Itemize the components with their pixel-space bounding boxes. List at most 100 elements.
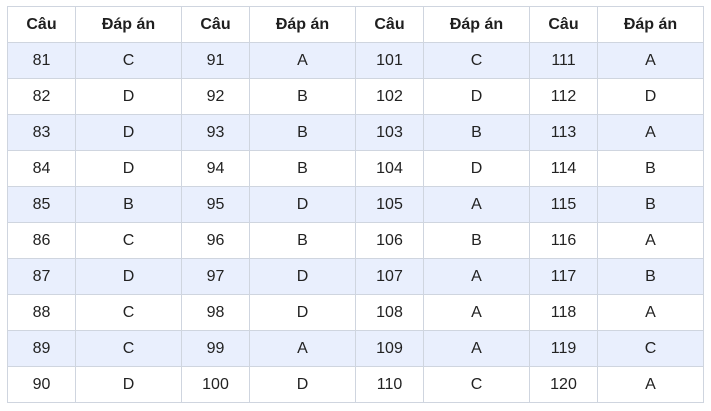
- question-number-cell: 105: [355, 186, 424, 223]
- question-number-cell: 116: [529, 222, 598, 259]
- answer-cell: B: [423, 114, 530, 151]
- table-row: 87 D 97 D 107 A 117 B: [7, 258, 704, 295]
- question-number-cell: 119: [529, 330, 598, 367]
- question-number-cell: 83: [7, 114, 76, 151]
- question-number-cell: 86: [7, 222, 76, 259]
- answer-cell: C: [597, 330, 704, 367]
- answer-cell: A: [423, 186, 530, 223]
- table-header: Câu Đáp án Câu Đáp án Câu Đáp án Câu Đáp án: [7, 6, 704, 43]
- answer-cell: A: [423, 294, 530, 331]
- question-number-cell: 98: [181, 294, 250, 331]
- question-number-cell: 120: [529, 366, 598, 403]
- question-number-cell: 85: [7, 186, 76, 223]
- answer-cell: A: [597, 42, 704, 79]
- question-number-cell: 82: [7, 78, 76, 115]
- answer-cell: C: [75, 222, 182, 259]
- answer-cell: D: [75, 114, 182, 151]
- question-number-cell: 102: [355, 78, 424, 115]
- column-header-question: Câu: [355, 6, 424, 43]
- table-row: 84 D 94 B 104 D 114 B: [7, 150, 704, 187]
- answer-cell: B: [597, 186, 704, 223]
- answer-cell: B: [249, 78, 356, 115]
- answer-cell: D: [249, 258, 356, 295]
- column-header-question: Câu: [529, 6, 598, 43]
- question-number-cell: 108: [355, 294, 424, 331]
- question-number-cell: 101: [355, 42, 424, 79]
- column-header-answer: Đáp án: [249, 6, 356, 43]
- question-number-cell: 106: [355, 222, 424, 259]
- answer-cell: D: [423, 150, 530, 187]
- answer-cell: A: [249, 330, 356, 367]
- table-row: 83 D 93 B 103 B 113 A: [7, 114, 704, 151]
- answer-cell: C: [75, 42, 182, 79]
- table-row: 88 C 98 D 108 A 118 A: [7, 294, 704, 331]
- header-row: Câu Đáp án Câu Đáp án Câu Đáp án Câu Đáp án: [7, 6, 704, 43]
- table-row: 85 B 95 D 105 A 115 B: [7, 186, 704, 223]
- answer-cell: B: [75, 186, 182, 223]
- column-header-question: Câu: [7, 6, 76, 43]
- table-row: 81 C 91 A 101 C 111 A: [7, 42, 704, 79]
- question-number-cell: 117: [529, 258, 598, 295]
- answer-cell: D: [597, 78, 704, 115]
- column-header-question: Câu: [181, 6, 250, 43]
- question-number-cell: 99: [181, 330, 250, 367]
- answer-cell: A: [597, 294, 704, 331]
- question-number-cell: 84: [7, 150, 76, 187]
- answer-cell: A: [423, 258, 530, 295]
- column-header-answer: Đáp án: [597, 6, 704, 43]
- question-number-cell: 95: [181, 186, 250, 223]
- answer-cell: C: [423, 42, 530, 79]
- table-row: 89 C 99 A 109 A 119 C: [7, 330, 704, 367]
- answer-cell: B: [249, 114, 356, 151]
- answer-cell: D: [249, 186, 356, 223]
- question-number-cell: 97: [181, 258, 250, 295]
- answer-cell: A: [423, 330, 530, 367]
- answer-cell: A: [597, 222, 704, 259]
- column-header-answer: Đáp án: [423, 6, 530, 43]
- question-number-cell: 112: [529, 78, 598, 115]
- answer-cell: D: [249, 294, 356, 331]
- question-number-cell: 118: [529, 294, 598, 331]
- table-row: 90 D 100 D 110 C 120 A: [7, 366, 704, 403]
- question-number-cell: 96: [181, 222, 250, 259]
- question-number-cell: 92: [181, 78, 250, 115]
- table-body: 81 C 91 A 101 C 111 A 82 D 92 B 102 D 112 D 83 D 93 B 103 B 11…: [7, 42, 704, 403]
- answer-cell: B: [423, 222, 530, 259]
- answer-cell: C: [423, 366, 530, 403]
- answer-cell: D: [75, 150, 182, 187]
- question-number-cell: 103: [355, 114, 424, 151]
- answer-cell: D: [75, 258, 182, 295]
- question-number-cell: 111: [529, 42, 598, 79]
- question-number-cell: 109: [355, 330, 424, 367]
- question-number-cell: 107: [355, 258, 424, 295]
- answer-cell: D: [75, 78, 182, 115]
- answer-cell: D: [249, 366, 356, 403]
- answer-cell: A: [597, 114, 704, 151]
- answer-cell: B: [249, 150, 356, 187]
- question-number-cell: 110: [355, 366, 424, 403]
- table-row: 82 D 92 B 102 D 112 D: [7, 78, 704, 115]
- question-number-cell: 104: [355, 150, 424, 187]
- answer-cell: D: [75, 366, 182, 403]
- question-number-cell: 93: [181, 114, 250, 151]
- question-number-cell: 91: [181, 42, 250, 79]
- question-number-cell: 94: [181, 150, 250, 187]
- question-number-cell: 115: [529, 186, 598, 223]
- question-number-cell: 88: [7, 294, 76, 331]
- answer-key-table: Câu Đáp án Câu Đáp án Câu Đáp án Câu Đáp án 81 C…: [7, 6, 704, 403]
- question-number-cell: 81: [7, 42, 76, 79]
- answer-cell: B: [597, 258, 704, 295]
- question-number-cell: 90: [7, 366, 76, 403]
- answer-cell: C: [75, 294, 182, 331]
- answer-cell: B: [249, 222, 356, 259]
- answer-cell: B: [597, 150, 704, 187]
- answer-cell: A: [249, 42, 356, 79]
- answer-cell: D: [423, 78, 530, 115]
- question-number-cell: 114: [529, 150, 598, 187]
- question-number-cell: 100: [181, 366, 250, 403]
- answer-cell: C: [75, 330, 182, 367]
- question-number-cell: 89: [7, 330, 76, 367]
- question-number-cell: 87: [7, 258, 76, 295]
- column-header-answer: Đáp án: [75, 6, 182, 43]
- answer-cell: A: [597, 366, 704, 403]
